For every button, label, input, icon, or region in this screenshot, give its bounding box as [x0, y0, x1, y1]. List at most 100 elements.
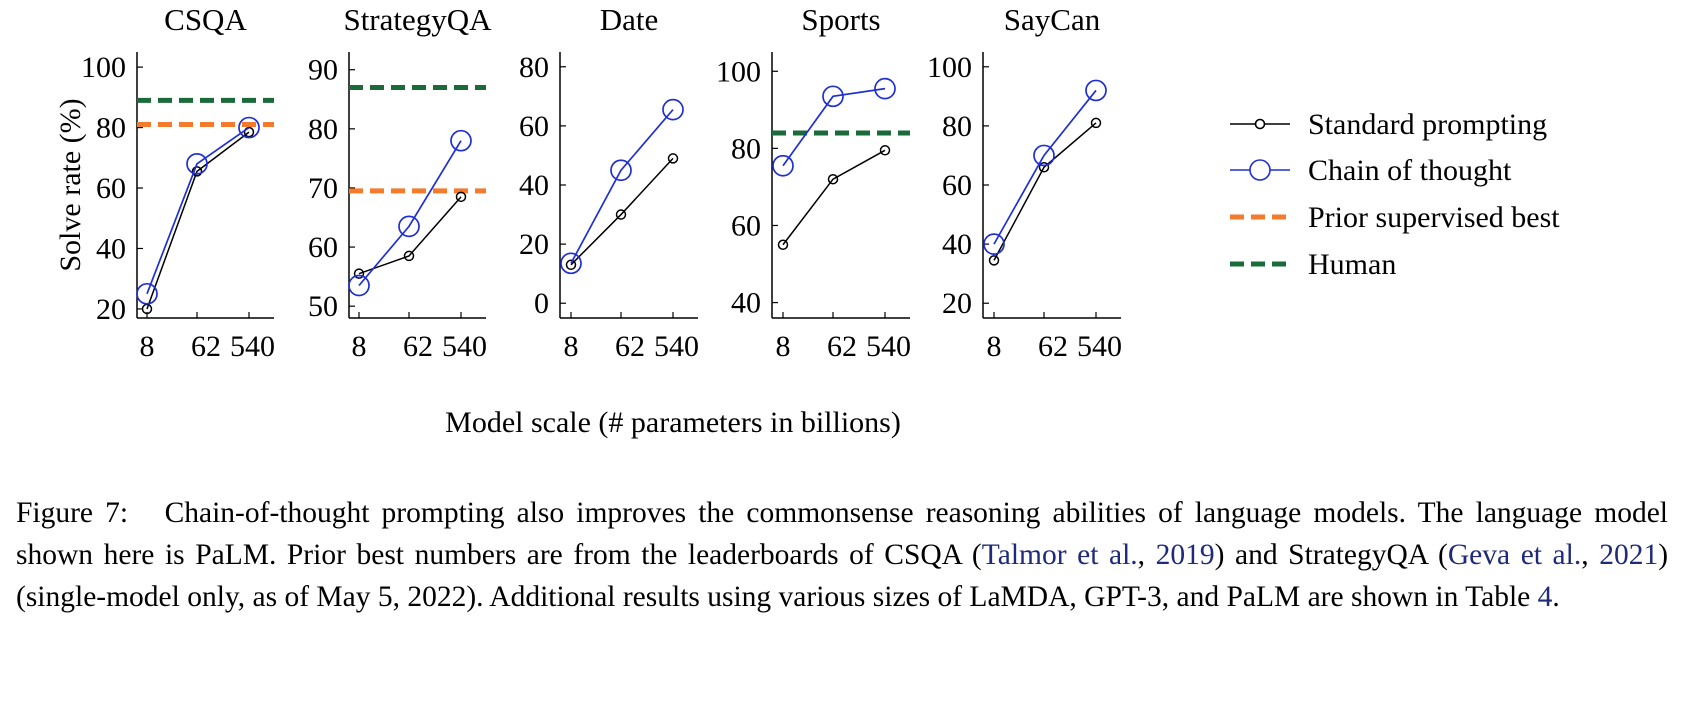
- caption-text-4: ,: [1581, 539, 1600, 571]
- x-tick-label-saycan-62: 62: [1038, 330, 1068, 363]
- citation-link-talmor[interactable]: Talmor et al.: [981, 539, 1138, 571]
- panel-csqa: CSQA 20 40 60 80 100 8 62 540: [81, 2, 275, 363]
- y-tick-label-saycan-80: 80: [942, 110, 972, 143]
- y-tick-label-csqa-100: 100: [81, 51, 126, 84]
- citation-link-geva-year[interactable]: 2021: [1599, 539, 1659, 571]
- panel-title-sports: Sports: [801, 2, 880, 37]
- legend-label-prior: Prior supervised best: [1308, 201, 1560, 234]
- cot-point-saycan-62: [1033, 144, 1055, 167]
- x-tick-label-sports-540: 540: [866, 330, 911, 363]
- cot-series-line-date: [570, 109, 674, 264]
- cot-point-saycan-540: [1085, 79, 1107, 102]
- standard-point-strategyqa-62: [403, 250, 415, 262]
- standard-point-saycan-540: [1090, 117, 1102, 129]
- y-tick-label-date-80: 80: [519, 51, 549, 84]
- cot-series-line-saycan: [993, 89, 1097, 245]
- cot-point-strategyqa-540: [450, 129, 472, 152]
- y-tick-label-csqa-80: 80: [96, 112, 126, 145]
- x-tick-label-sports-62: 62: [827, 330, 857, 363]
- cot-point-csqa-8: [136, 282, 158, 305]
- legend-swatch-marker-cot: [1249, 159, 1271, 181]
- x-tick-label-date-8: 8: [564, 330, 579, 363]
- standard-point-date-540: [667, 153, 679, 164]
- y-tick-label-strategyqa-50: 50: [308, 290, 338, 323]
- legend-item-human: Human: [1230, 248, 1396, 281]
- legend-item-standard: Standard prompting: [1230, 108, 1547, 141]
- figure-caption: Figure 7: Chain-of-thought prompting als…: [16, 492, 1668, 618]
- legend: Standard prompting Chain of thought Prior …: [1230, 108, 1560, 281]
- standard-series-line-saycan: [993, 122, 1097, 261]
- citation-link-geva[interactable]: Geva et al.: [1447, 539, 1582, 571]
- y-tick-label-sports-40: 40: [731, 287, 761, 320]
- y-tick-label-date-20: 20: [519, 228, 549, 261]
- legend-swatch-marker-standard: [1254, 118, 1266, 130]
- standard-point-saycan-8: [988, 255, 1000, 266]
- cot-series-line-csqa: [146, 126, 250, 295]
- panel-title-csqa: CSQA: [164, 2, 247, 37]
- panel-saycan: SayCan 20 40 60 80 100 8 62 540: [927, 2, 1122, 363]
- y-axis-label: Solve rate (%): [54, 98, 87, 271]
- x-tick-label-saycan-8: 8: [987, 330, 1002, 363]
- x-tick-label-csqa-540: 540: [230, 330, 275, 363]
- cot-point-date-540: [662, 98, 684, 121]
- cot-point-strategyqa-8: [348, 274, 370, 297]
- standard-series-line-date: [570, 157, 674, 266]
- y-tick-label-sports-60: 60: [731, 209, 761, 242]
- y-tick-label-date-40: 40: [519, 169, 549, 202]
- y-tick-label-csqa-60: 60: [96, 172, 126, 205]
- y-tick-label-csqa-40: 40: [96, 232, 126, 265]
- y-tick-label-date-60: 60: [519, 110, 549, 143]
- legend-label-cot: Chain of thought: [1308, 154, 1512, 187]
- cot-series-line-sports: [782, 87, 886, 167]
- x-tick-label-sports-8: 8: [776, 330, 791, 363]
- cot-point-date-62: [610, 159, 632, 182]
- legend-label-human: Human: [1308, 248, 1396, 281]
- cot-point-sports-8: [772, 154, 794, 177]
- x-axis-label: Model scale (# parameters in billions): [445, 406, 901, 439]
- x-tick-label-strategyqa-8: 8: [352, 330, 367, 363]
- standard-point-strategyqa-8: [353, 268, 365, 279]
- panel-strategyqa: StrategyQA 50 60 70 80 90 8 62 540: [308, 2, 492, 363]
- caption-text-1: Chain-of-thought prompting also improves…: [16, 497, 1669, 571]
- cot-point-strategyqa-62: [398, 215, 420, 238]
- y-tick-label-saycan-40: 40: [942, 228, 972, 261]
- x-tick-label-csqa-62: 62: [191, 330, 221, 363]
- x-tick-label-csqa-8: 8: [140, 330, 155, 363]
- standard-point-date-62: [615, 209, 627, 220]
- standard-point-sports-8: [777, 239, 789, 251]
- standard-point-sports-62: [827, 173, 839, 185]
- standard-series-line-sports: [782, 149, 886, 246]
- legend-item-cot: Chain of thought: [1230, 154, 1512, 187]
- panel-title-date: Date: [600, 2, 659, 37]
- citation-link-talmor-year[interactable]: 2019: [1155, 539, 1215, 571]
- standard-point-sports-540: [879, 145, 891, 156]
- standard-point-date-8: [565, 259, 577, 271]
- legend-item-prior: Prior supervised best: [1230, 201, 1560, 234]
- y-tick-label-strategyqa-80: 80: [308, 113, 338, 146]
- caption-text-5: ) (single-model only, as of May 5, 2022)…: [16, 539, 1669, 613]
- caption-text-3: ) and StrategyQA (: [1214, 539, 1448, 571]
- y-tick-label-saycan-100: 100: [927, 51, 972, 84]
- y-tick-label-strategyqa-60: 60: [308, 231, 338, 264]
- cot-series-line-strategyqa: [358, 140, 462, 287]
- cot-point-sports-540: [874, 77, 896, 100]
- cot-point-csqa-540: [238, 116, 260, 139]
- standard-series-line-csqa: [146, 131, 250, 310]
- y-tick-label-csqa-20: 20: [96, 293, 126, 326]
- x-tick-label-date-62: 62: [615, 330, 645, 363]
- standard-series-line-strategyqa: [358, 196, 462, 275]
- y-tick-label-saycan-20: 20: [942, 287, 972, 320]
- y-tick-label-sports-100: 100: [716, 55, 761, 88]
- standard-point-strategyqa-540: [455, 191, 467, 203]
- cot-point-date-8: [560, 252, 582, 275]
- y-tick-label-sports-80: 80: [731, 132, 761, 165]
- cot-point-csqa-62: [186, 152, 208, 175]
- panel-date: Date 0 20 40 60 80 8 62 540: [519, 2, 699, 363]
- table-ref-link[interactable]: 4: [1537, 581, 1553, 613]
- x-tick-label-strategyqa-540: 540: [442, 330, 487, 363]
- y-tick-label-date-0: 0: [534, 287, 549, 320]
- panel-title-saycan: SayCan: [1004, 2, 1101, 37]
- y-tick-label-saycan-60: 60: [942, 169, 972, 202]
